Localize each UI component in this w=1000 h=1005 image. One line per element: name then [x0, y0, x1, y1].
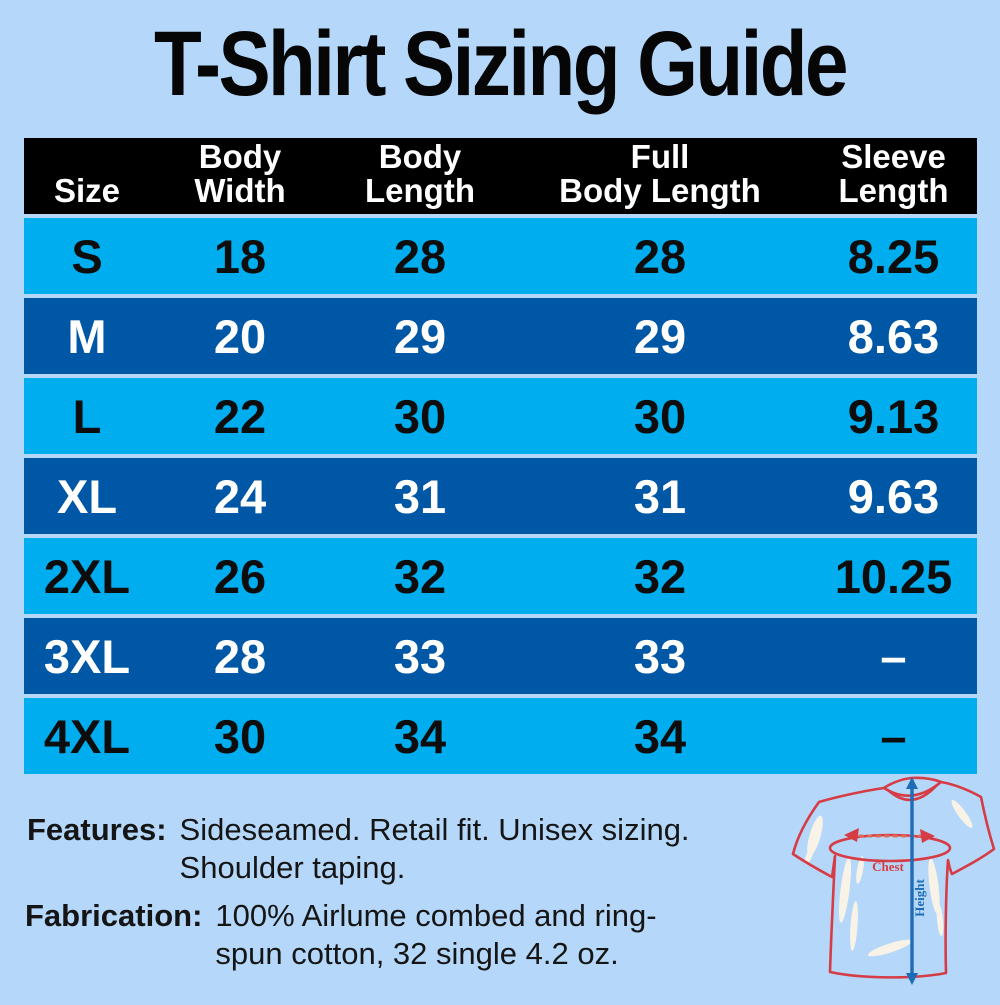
size-cell: M — [67, 309, 107, 363]
body-length-cell: 33 — [393, 629, 447, 683]
sleeve-length-cell: 10.25 — [834, 549, 953, 603]
table-row-4xl: 4XL 30 34 34 – — [24, 698, 977, 774]
sleeve-length-cell: – — [880, 709, 907, 763]
tshirt-measurement-diagram: Chest Height — [788, 774, 1000, 1000]
full-body-length-cell: 34 — [633, 709, 687, 763]
full-body-length-cell: 30 — [633, 389, 687, 443]
body-width-cell: 30 — [213, 709, 267, 763]
body-width-cell: 22 — [213, 389, 267, 443]
sizing-table: Size Body Width Body Length Full Body Le… — [24, 138, 977, 778]
height-label: Height — [912, 879, 927, 917]
full-body-length-cell: 32 — [633, 549, 687, 603]
fabrication-label: Fabrication: — [25, 898, 203, 933]
shirt-highlights — [804, 800, 973, 957]
page-title: T-Shirt Sizing Guide — [154, 13, 848, 115]
size-cell: XL — [56, 469, 118, 523]
body-length-cell: 34 — [393, 709, 447, 763]
body-width-cell: 26 — [213, 549, 267, 603]
chest-measure-ellipse — [828, 833, 952, 863]
body-width-cell: 18 — [213, 229, 267, 283]
header-full-body-length: Full Body Length — [559, 138, 761, 209]
table-row-2xl: 2XL 26 32 32 10.25 — [24, 538, 977, 614]
chest-arrow-right-icon — [920, 829, 935, 843]
fabrication-block: Fabrication: 100% Airlume combed and rin… — [25, 897, 657, 973]
table-row-l: L 22 30 30 9.13 — [24, 378, 977, 454]
tshirt-illustration-icon: Chest Height — [791, 776, 996, 985]
sleeve-length-cell: – — [880, 629, 907, 683]
body-width-cell: 28 — [213, 629, 267, 683]
body-length-cell: 28 — [393, 229, 447, 283]
features-label: Features: — [27, 812, 167, 847]
height-arrow-bottom-icon — [906, 973, 918, 985]
header-body-width: Body Width — [194, 138, 286, 209]
body-length-cell: 29 — [393, 309, 447, 363]
features-text: Sideseamed. Retail fit. Unisex sizing. S… — [179, 812, 690, 885]
size-cell: 2XL — [43, 549, 131, 603]
header-body-length: Body Length — [365, 138, 475, 209]
height-arrow-top-icon — [906, 777, 918, 789]
body-width-cell: 20 — [213, 309, 267, 363]
table-row-s: S 18 28 28 8.25 — [24, 218, 977, 294]
body-width-cell: 24 — [213, 469, 267, 523]
features-block: Features: Sideseamed. Retail fit. Unisex… — [27, 811, 690, 887]
full-body-length-cell: 33 — [633, 629, 687, 683]
body-length-cell: 32 — [393, 549, 447, 603]
table-row-3xl: 3XL 28 33 33 – — [24, 618, 977, 694]
table-header-row: Size Body Width Body Length Full Body Le… — [24, 138, 977, 214]
full-body-length-cell: 31 — [633, 469, 687, 523]
header-size: Size — [53, 172, 121, 209]
table-row-m: M 20 29 29 8.63 — [24, 298, 977, 374]
size-cell: 3XL — [43, 629, 131, 683]
sleeve-length-cell: 8.63 — [847, 309, 940, 363]
table-row-xl: XL 24 31 31 9.63 — [24, 458, 977, 534]
size-cell: 4XL — [43, 709, 131, 763]
body-length-cell: 30 — [393, 389, 447, 443]
fabrication-text: 100% Airlume combed and ring- spun cotto… — [215, 898, 657, 971]
chest-arrow-left-icon — [844, 828, 859, 842]
sleeve-length-cell: 9.63 — [847, 469, 940, 523]
header-sleeve-length: Sleeve Length — [838, 138, 949, 209]
sleeve-length-cell: 8.25 — [847, 229, 940, 283]
size-cell: L — [72, 389, 102, 443]
full-body-length-cell: 29 — [633, 309, 687, 363]
sleeve-length-cell: 9.13 — [847, 389, 940, 443]
full-body-length-cell: 28 — [633, 229, 687, 283]
body-length-cell: 31 — [393, 469, 447, 523]
chest-label: Chest — [872, 859, 904, 874]
size-cell: S — [71, 229, 103, 283]
